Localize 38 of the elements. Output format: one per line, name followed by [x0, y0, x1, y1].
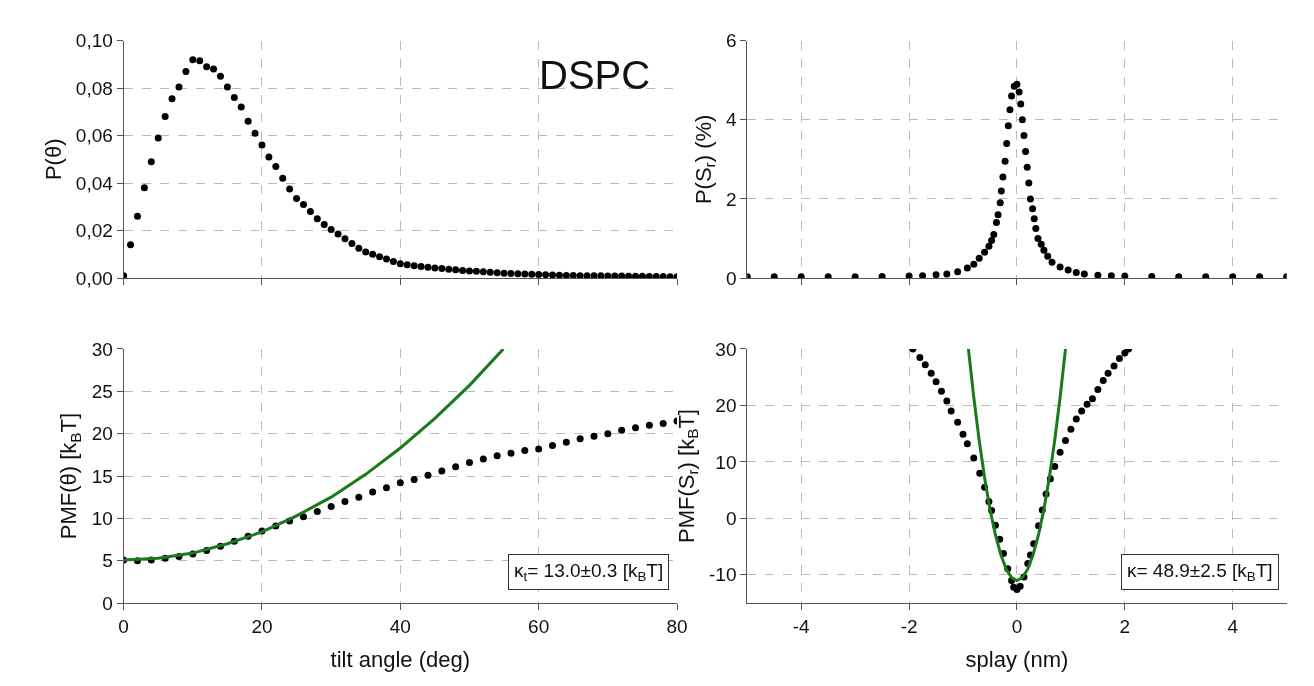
x-tick-label: 20: [251, 615, 273, 637]
y-tick-label: 20: [91, 423, 113, 445]
y-tick-label: -10: [709, 564, 737, 586]
y-tick-label: 0,08: [75, 77, 113, 99]
x-tick-label: -2: [900, 615, 918, 637]
x-tick-label: -4: [792, 615, 811, 637]
y-tick-label: 0,00: [75, 267, 113, 289]
y-tick-label: 0: [725, 508, 737, 530]
y-tick-label: 0: [725, 267, 737, 289]
y-tick-label: 25: [91, 380, 113, 402]
annotation: κ$_{t}$= 13.0±0.3 [k$_{B}$T]: [514, 560, 664, 584]
y-tick-label: 10: [91, 508, 113, 530]
y-tick-label: 20: [715, 395, 737, 417]
y-tick-label: 15: [91, 465, 113, 487]
y-tick-label: 4: [725, 109, 737, 131]
y-axis-title: P(θ): [40, 138, 66, 181]
y-tick-label: 30: [91, 338, 113, 360]
y-tick-label: 10: [715, 451, 737, 473]
x-tick-label: 40: [389, 615, 411, 637]
x-tick-label: 0: [118, 615, 129, 637]
y-tick-label: 0,10: [75, 30, 113, 52]
y-tick-label: 6: [725, 30, 737, 52]
y-tick-label: 0: [102, 592, 113, 614]
y-tick-label: 0,02: [75, 220, 113, 242]
x-axis-title: splay (nm): [965, 646, 1069, 672]
x-tick-label: 60: [528, 615, 550, 637]
x-tick-label: 80: [666, 615, 688, 637]
x-tick-label: 4: [1227, 615, 1239, 637]
y-tick-label: 2: [725, 188, 737, 210]
annotation: DSPC: [539, 53, 651, 97]
y-tick-label: 0,06: [75, 125, 113, 147]
y-tick-label: 0,04: [75, 172, 114, 194]
x-axis-title: tilt angle (deg): [330, 646, 471, 672]
annotation: κ= 48.9±2.5 [k$_{B}$T]: [1127, 560, 1273, 584]
y-tick-label: 5: [102, 550, 113, 572]
x-tick-label: 0: [1011, 615, 1023, 637]
y-tick-label: 30: [715, 338, 737, 360]
x-tick-label: 2: [1119, 615, 1131, 637]
